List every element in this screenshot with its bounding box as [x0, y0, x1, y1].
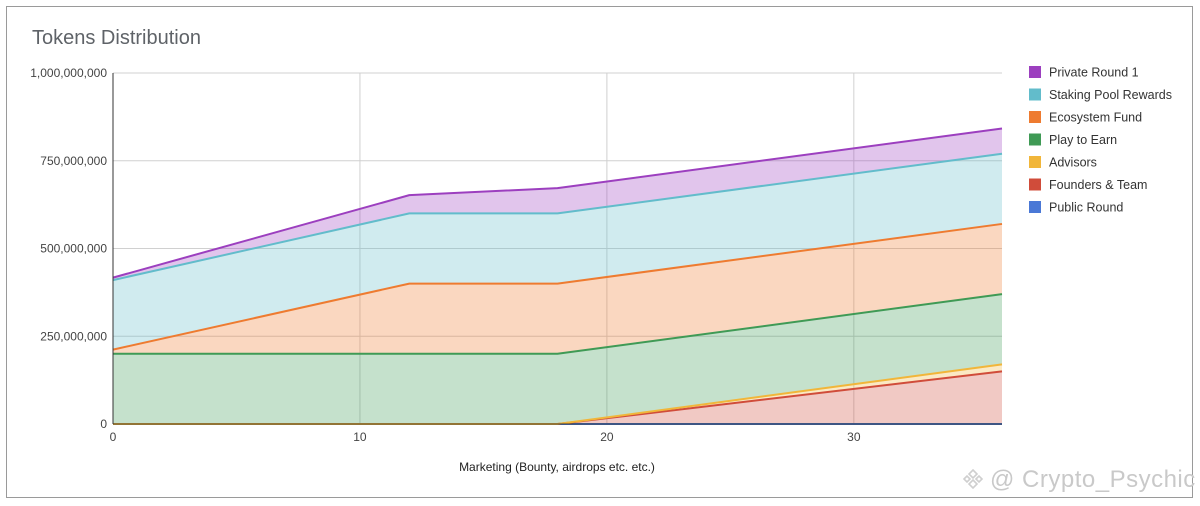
legend-label: Private Round 1 — [1049, 66, 1139, 80]
x-tick-label: 10 — [353, 430, 367, 444]
x-tick-label: 0 — [110, 430, 117, 444]
y-tick-label: 250,000,000 — [40, 329, 107, 343]
chart-title: Tokens Distribution — [32, 27, 201, 49]
area-staking-pool-rewards — [113, 153, 1002, 350]
legend-label: Founders & Team — [1049, 178, 1147, 192]
line-private-round-1 — [112, 127, 1003, 279]
x-tick-label: 20 — [600, 430, 614, 444]
legend-label: Ecosystem Fund — [1049, 111, 1142, 125]
area-play-to-earn — [113, 294, 1002, 424]
legend-swatch — [1029, 178, 1041, 191]
line-ecosystem-fund — [112, 222, 1003, 351]
area-ecosystem-fund — [113, 223, 1002, 354]
y-tick-label: 1,000,000,000 — [30, 66, 107, 80]
x-tick-labels: 0 10 20 30 — [110, 430, 861, 444]
area-layers — [113, 128, 1002, 424]
legend-swatch — [1029, 201, 1041, 213]
legend-swatch — [1029, 156, 1041, 168]
y-tick-label: 0 — [100, 417, 107, 431]
area-private-round-1 — [113, 128, 1002, 281]
y-tick-label: 750,000,000 — [40, 154, 107, 168]
legend-label: Public Round — [1049, 201, 1123, 215]
legend-swatch — [1029, 88, 1041, 101]
line-staking-pool-rewards — [112, 152, 1003, 282]
watermark-text: @ Crypto_Psychic — [990, 466, 1196, 493]
binance-logo-icon — [962, 468, 984, 490]
line-play-to-earn — [113, 293, 1003, 355]
legend: Private Round 1 Staking Pool Rewards Ecosy… — [1029, 66, 1172, 215]
legend-swatch — [1029, 133, 1041, 146]
y-tick-label: 500,000,000 — [40, 242, 107, 256]
legend-swatch — [1029, 111, 1041, 123]
legend-label: Advisors — [1049, 156, 1097, 170]
watermark: @ Crypto_Psychic — [962, 466, 1196, 494]
legend-label: Staking Pool Rewards — [1049, 88, 1172, 102]
area-founders-team — [113, 371, 1002, 424]
legend-label: Play to Earn — [1049, 133, 1117, 147]
x-axis-label: Marketing (Bounty, airdrops etc. etc.) — [459, 460, 655, 474]
y-tick-labels: 0 250,000,000 500,000,000 750,000,000 1,000,… — [30, 66, 107, 431]
legend-swatch — [1029, 66, 1041, 78]
axes — [112, 73, 1002, 425]
x-tick-label: 30 — [847, 430, 861, 444]
